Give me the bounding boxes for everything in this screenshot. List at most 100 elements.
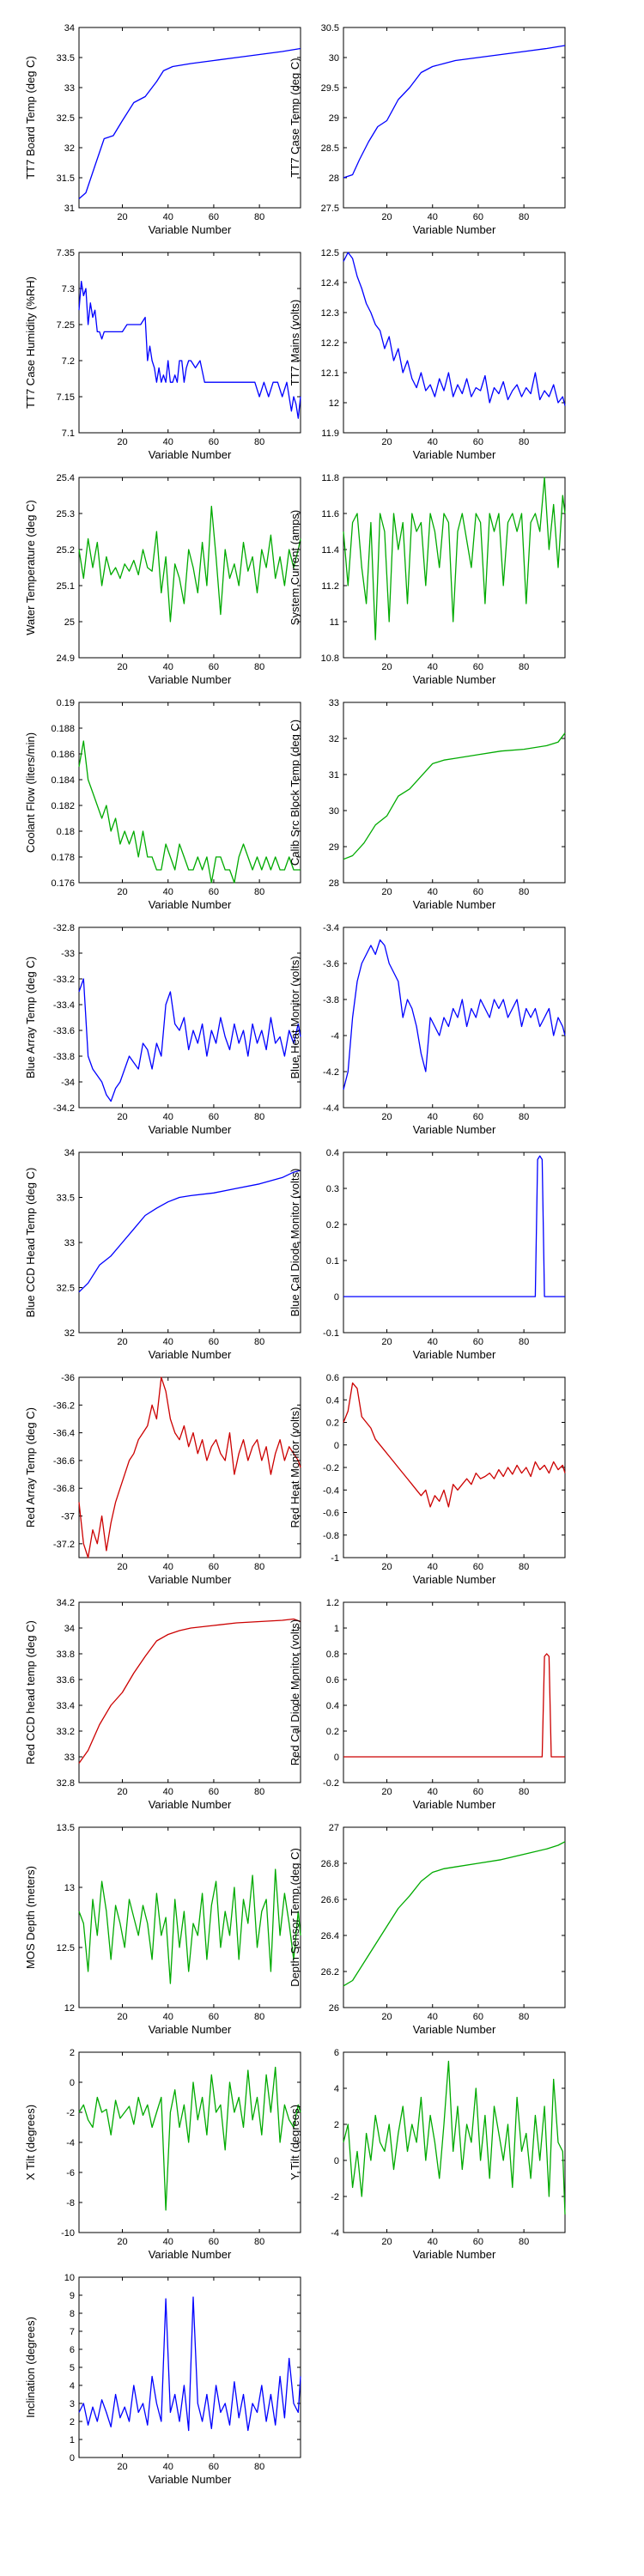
y-tick-label: 8 [70, 2309, 75, 2319]
y-tick-label: 13.5 [57, 1823, 75, 1833]
x-axis-label: Variable Number [413, 673, 496, 686]
y-tick-label: 12.5 [321, 248, 339, 258]
x-tick-label: 40 [428, 437, 438, 447]
y-tick-label: 26.2 [321, 1967, 339, 1978]
y-tick-label: 11.6 [321, 509, 339, 519]
y-tick-label: 7 [70, 2327, 75, 2337]
x-axis-label: Variable Number [149, 1348, 232, 1361]
y-axis-label: Depth Sensor Temp (deg C) [289, 1848, 301, 1987]
y-axis-label: Red Cal Diode Monitor (volts) [289, 1619, 301, 1766]
x-tick-label: 60 [473, 1337, 483, 1347]
plot-frame [343, 1826, 566, 2008]
y-tick-label: -0.4 [323, 1485, 339, 1496]
x-tick-label: 60 [473, 437, 483, 447]
y-tick-label: 2 [70, 2417, 75, 2427]
y-tick-label: 27 [329, 1823, 339, 1833]
y-tick-label: -3.8 [323, 995, 339, 1005]
x-axis-label: Variable Number [413, 223, 496, 236]
x-tick-label: 20 [117, 2237, 127, 2247]
y-axis-label: Blue CCD Head Temp (deg C) [24, 1168, 37, 1318]
y-tick-label: 1.2 [326, 1598, 339, 1608]
y-tick-label: 4 [334, 2084, 339, 2094]
y-axis-label: TT7 Case Humidity (%RH) [24, 276, 37, 409]
y-tick-label: 0.178 [51, 853, 75, 863]
series-line [343, 732, 566, 860]
y-tick-label: -4 [331, 2228, 339, 2239]
series-line [78, 1376, 301, 1558]
y-axis-label: System Current (amps) [289, 510, 301, 625]
y-tick-label: 33.6 [57, 1675, 75, 1686]
y-tick-label: -34 [61, 1078, 75, 1088]
x-axis-label: Variable Number [413, 1798, 496, 1811]
y-tick-label: 0.2 [326, 1220, 339, 1230]
y-tick-label: 26.8 [321, 1859, 339, 1869]
chart-panel: 20 40 60 80 -4.4 -4.2 -4 -3.8 -3.6 -3.4 Variable N… [289, 923, 566, 1136]
x-tick-label: 20 [381, 212, 392, 222]
x-tick-label: 20 [117, 2012, 127, 2022]
y-tick-label: 33.4 [57, 1701, 75, 1711]
series-line [78, 978, 301, 1103]
y-tick-label: 10 [64, 2273, 75, 2283]
x-tick-label: 40 [428, 1112, 438, 1122]
chart-panel: 20 40 60 80 12 12.5 13 13.5 Variable Number MOS D… [24, 1823, 301, 2036]
plot-frame [78, 927, 301, 1109]
x-axis-label: Variable Number [149, 673, 232, 686]
y-tick-label: 4 [70, 2381, 75, 2391]
x-axis-label: Variable Number [413, 1573, 496, 1586]
y-tick-label: 27.5 [321, 204, 339, 214]
x-tick-label: 40 [163, 887, 173, 897]
y-tick-label: 33 [64, 83, 75, 94]
y-tick-label: -4.2 [323, 1067, 339, 1078]
y-tick-label: 0.2 [326, 1727, 339, 1737]
series-line [78, 740, 301, 884]
y-tick-label: 34 [64, 1148, 75, 1158]
y-axis-label: Calib Src Block Temp (deg C) [289, 720, 301, 866]
y-tick-label: 25.4 [57, 473, 75, 483]
plot-frame [78, 702, 301, 884]
x-tick-label: 40 [163, 2237, 173, 2247]
y-tick-label: 7.2 [62, 356, 75, 367]
x-tick-label: 20 [117, 1787, 127, 1797]
y-tick-label: 33 [329, 698, 339, 708]
y-tick-label: -0.1 [323, 1328, 339, 1339]
chart-panel: 20 40 60 80 31 31.5 32 32.5 33 33.5 34 Variable Num… [24, 23, 301, 236]
plot-frame [78, 2051, 301, 2233]
x-tick-label: 20 [381, 437, 392, 447]
chart-panel: 20 40 60 80 27.5 28 28.5 29 29.5 30 30.5 Variable N… [289, 23, 566, 236]
series-line [78, 280, 301, 419]
x-tick-label: 80 [254, 1337, 264, 1347]
y-axis-label: Blue Heat Monitor (volts) [289, 956, 301, 1078]
y-tick-label: 32 [64, 1328, 75, 1339]
y-tick-label: -36.6 [53, 1456, 75, 1467]
y-tick-label: 28 [329, 173, 339, 184]
y-tick-label: 31 [329, 770, 339, 781]
x-tick-label: 20 [381, 887, 392, 897]
y-tick-label: 33.2 [57, 1727, 75, 1737]
x-tick-label: 40 [428, 2237, 438, 2247]
x-axis-label: Variable Number [413, 2248, 496, 2261]
x-tick-label: 40 [163, 212, 173, 222]
y-tick-label: 33 [64, 1753, 75, 1763]
chart-panel: 20 40 60 80 0.176 0.178 0.18 0.182 0.184 0.186 0.1… [24, 698, 301, 911]
x-tick-label: 20 [117, 1337, 127, 1347]
y-tick-label: 30.5 [321, 23, 339, 33]
y-tick-label: -37 [61, 1512, 75, 1522]
x-tick-label: 20 [117, 437, 127, 447]
y-tick-label: 1 [334, 1624, 339, 1634]
plot-frame [78, 2276, 301, 2458]
y-tick-label: 29 [329, 842, 339, 853]
x-tick-label: 40 [428, 212, 438, 222]
y-tick-label: 31 [64, 204, 75, 214]
y-tick-label: -34.2 [53, 1103, 75, 1114]
x-tick-label: 20 [381, 662, 392, 672]
x-tick-label: 60 [209, 1112, 219, 1122]
series-line [343, 252, 566, 406]
x-tick-label: 60 [209, 2462, 219, 2472]
y-tick-label: 24.9 [57, 653, 75, 664]
y-tick-label: -0.2 [323, 1778, 339, 1789]
x-tick-label: 60 [473, 212, 483, 222]
y-tick-label: 11.9 [321, 428, 339, 439]
x-tick-label: 80 [254, 1112, 264, 1122]
y-axis-label: TT7 Case Temp (deg C) [289, 58, 301, 177]
y-tick-label: -1 [331, 1553, 339, 1564]
